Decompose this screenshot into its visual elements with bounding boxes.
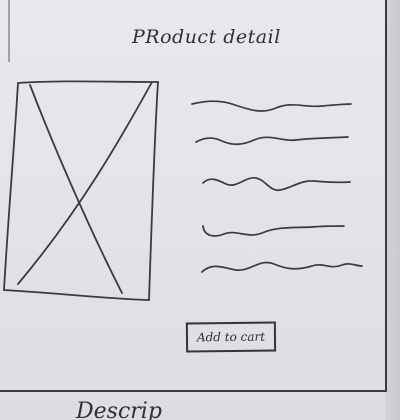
frame-border-right bbox=[385, 0, 387, 392]
page-edge bbox=[385, 0, 400, 420]
description-line bbox=[202, 177, 351, 191]
description-line bbox=[191, 100, 352, 112]
page-title: PRoduct detail bbox=[132, 26, 281, 48]
description-line bbox=[202, 225, 345, 237]
frame-border-left bbox=[8, 0, 10, 62]
add-to-cart-button[interactable]: Add to cart bbox=[185, 321, 277, 353]
product-image bbox=[6, 80, 160, 302]
description-line bbox=[195, 136, 349, 146]
description-line bbox=[201, 261, 363, 273]
frame-border-bottom bbox=[0, 390, 387, 392]
next-page-partial-text: Descrip bbox=[76, 399, 162, 420]
